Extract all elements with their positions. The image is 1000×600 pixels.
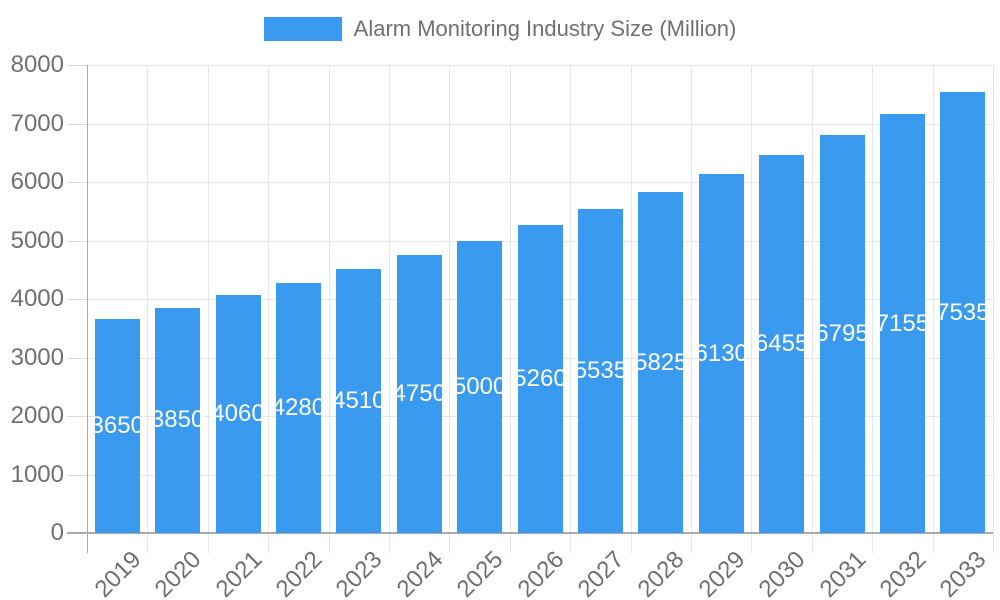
x-tick-label: 2027: [572, 546, 630, 600]
x-tick-label: 2022: [270, 546, 328, 600]
y-tick-label: 6000: [10, 168, 64, 195]
bar-value-label: 4280: [271, 393, 326, 421]
x-tick-label: 2021: [210, 546, 268, 600]
x-gridline: [691, 65, 692, 553]
bar-value-label: 6455: [754, 330, 809, 358]
bar: [577, 209, 623, 533]
x-tick-label: 2033: [935, 546, 992, 600]
x-gridline: [993, 65, 994, 553]
y-tick-label: 3000: [10, 343, 64, 371]
bar: [215, 295, 261, 533]
x-gridline: [570, 65, 572, 553]
y-tick: [67, 240, 87, 242]
x-gridline: [449, 65, 451, 553]
y-tick-label: 4000: [10, 285, 64, 312]
bar-value-label: 4060: [211, 400, 265, 428]
bar-value-label: 5825: [634, 348, 688, 376]
y-tick: [67, 416, 87, 417]
x-gridline: [147, 65, 149, 553]
bar-value-label: 6130: [694, 339, 748, 367]
bar-value-label: 4510: [332, 387, 386, 415]
bar-value-label: 3850: [150, 406, 205, 434]
legend-swatch-icon: [263, 17, 342, 41]
x-gridline: [268, 65, 270, 553]
y-tick: [67, 299, 87, 300]
bar-value-label: 7535: [936, 298, 990, 326]
bar: [94, 319, 140, 533]
x-tick-label: 2020: [149, 546, 207, 600]
y-tick: [67, 474, 87, 476]
x-axis-line: [67, 532, 993, 534]
bar: [638, 192, 684, 533]
bar-value-label: 5535: [573, 357, 628, 385]
bar: [517, 225, 563, 533]
x-gridline: [872, 65, 874, 553]
bar-value-label: 3650: [90, 412, 144, 440]
bar: [698, 174, 744, 533]
bar: [879, 114, 925, 533]
bar-value-label: 6795: [815, 320, 869, 348]
x-gridline: [207, 65, 209, 553]
x-tick-label: 2032: [874, 546, 932, 600]
x-tick-label: 2025: [451, 546, 509, 600]
bar-value-label: 4750: [392, 380, 446, 408]
bar: [457, 240, 503, 533]
y-gridline: [87, 123, 993, 125]
y-tick: [67, 182, 87, 183]
bar-value-label: 5260: [513, 365, 567, 393]
y-tick: [67, 123, 87, 125]
x-tick-label: 2029: [693, 546, 751, 600]
y-tick-label: 7000: [10, 109, 64, 137]
x-tick-label: 2024: [391, 546, 449, 600]
x-gridline: [630, 65, 632, 553]
y-tick-label: 5000: [10, 226, 64, 254]
x-gridline: [751, 65, 753, 553]
x-gridline: [389, 65, 390, 553]
bar: [940, 92, 986, 533]
y-tick-label: 1000: [10, 460, 64, 488]
y-tick: [67, 65, 87, 66]
x-tick-label: 2026: [512, 546, 570, 600]
legend[interactable]: Alarm Monitoring Industry Size (Million): [0, 16, 1000, 42]
y-tick: [67, 357, 87, 359]
bar: [155, 307, 201, 533]
y-tick-label: 8000: [10, 51, 64, 78]
x-gridline: [328, 65, 330, 553]
bar: [336, 269, 382, 533]
x-gridline: [509, 65, 511, 553]
y-tick-label: 0: [50, 519, 64, 546]
y-tick-label: 2000: [10, 402, 64, 429]
y-gridline: [87, 65, 993, 66]
bar: [819, 135, 865, 533]
legend-label: Alarm Monitoring Industry Size (Million): [353, 16, 737, 41]
bar-value-label: 7155: [875, 309, 930, 337]
bar: [396, 255, 442, 533]
y-gridline: [87, 182, 993, 183]
x-tick-label: 2031: [814, 546, 872, 600]
x-tick-label: 2019: [89, 546, 147, 600]
x-tick-label: 2023: [331, 546, 388, 600]
x-tick-label: 2028: [633, 546, 690, 600]
x-gridline: [811, 65, 813, 553]
bar: [275, 282, 321, 533]
x-tick-label: 2030: [753, 546, 811, 600]
y-axis-line: [87, 65, 88, 553]
bar-value-label: 5000: [452, 372, 507, 400]
bar: [759, 155, 805, 533]
x-gridline: [932, 65, 934, 553]
